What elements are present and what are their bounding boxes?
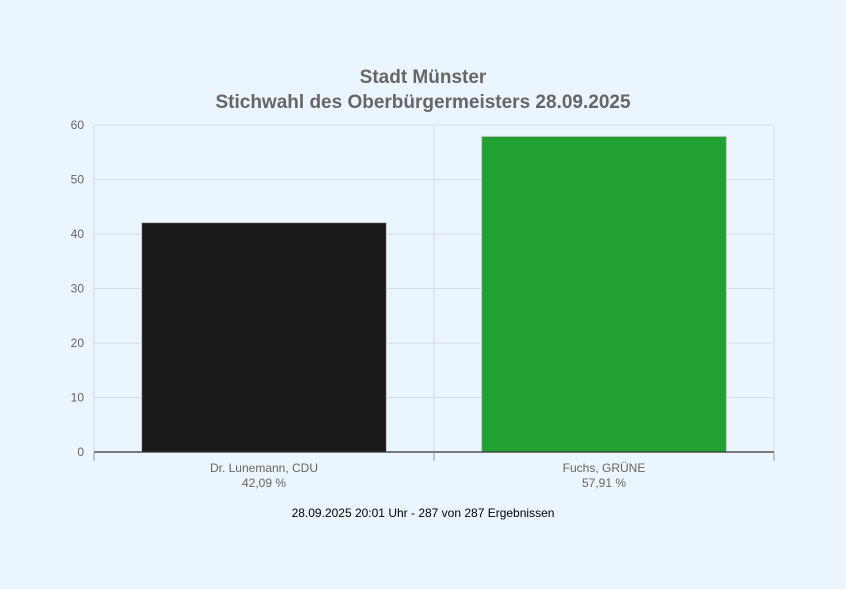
value-label: 57,91 % [582, 476, 626, 490]
y-tick-label: 30 [71, 282, 85, 296]
value-label: 42,09 % [242, 476, 286, 490]
chart-subtitle: Stichwahl des Oberbürgermeisters 28.09.2… [215, 92, 631, 113]
y-tick-label: 10 [71, 391, 85, 405]
result-status: 28.09.2025 20:01 Uhr - 287 von 287 Ergeb… [291, 506, 555, 520]
chart-title: Stadt Münster [359, 67, 487, 88]
y-tick-label: 60 [71, 118, 85, 132]
y-tick-label: 20 [71, 336, 85, 350]
y-tick-label: 40 [71, 227, 85, 241]
category-label: Fuchs, GRÜNE [563, 461, 646, 475]
y-tick-label: 0 [77, 445, 84, 459]
category-label: Dr. Lunemann, CDU [210, 461, 318, 475]
y-tick-label: 50 [71, 173, 85, 187]
bar [481, 135, 727, 453]
bar [141, 222, 387, 453]
